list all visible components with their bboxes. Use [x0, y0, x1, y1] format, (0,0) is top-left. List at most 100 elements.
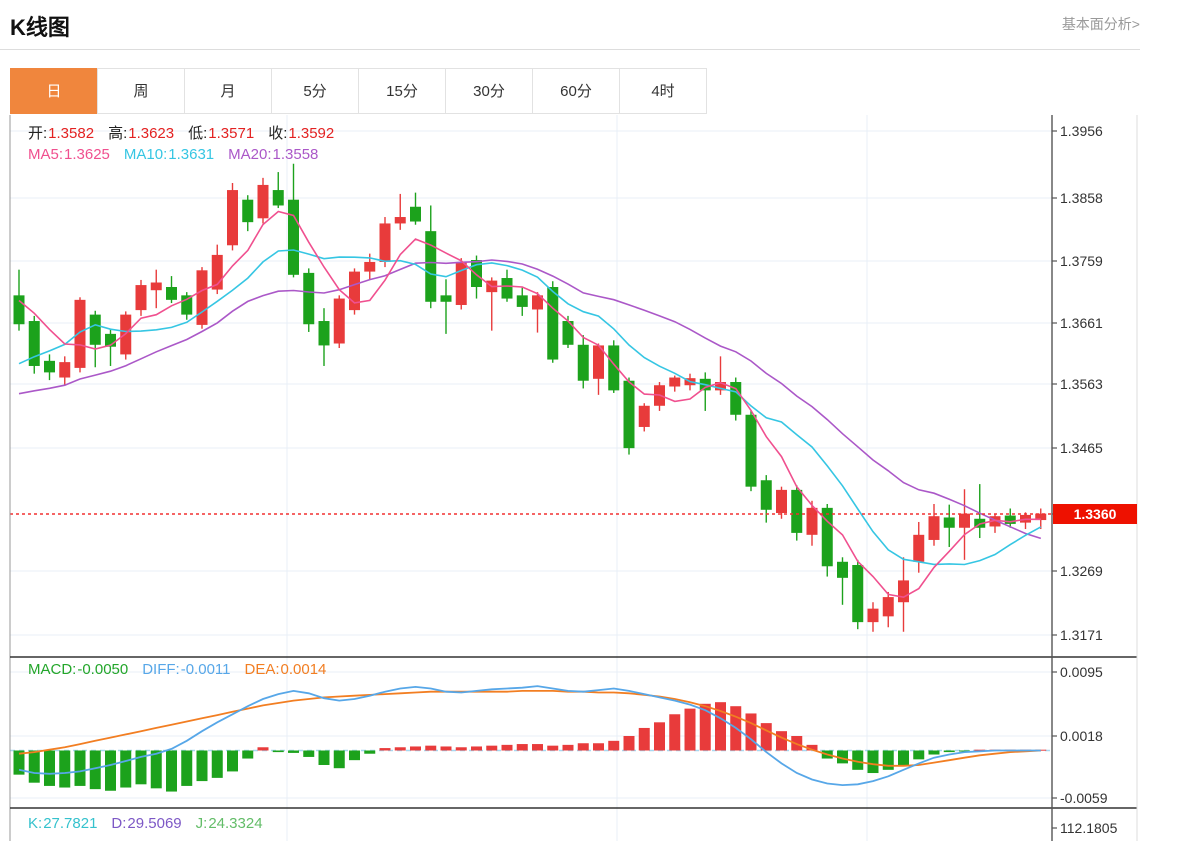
kdj-row-label-0: K:: [28, 815, 43, 832]
tab-interval-1[interactable]: 周: [97, 68, 185, 114]
candle-body[interactable]: [242, 199, 254, 223]
candle-body[interactable]: [318, 321, 330, 346]
current-price-badge: 1.3360: [1053, 504, 1137, 524]
tab-interval-5[interactable]: 30分: [445, 68, 533, 114]
macd-hist-bar: [105, 750, 116, 791]
macd-hist-bar: [562, 744, 574, 751]
candle-body[interactable]: [257, 184, 269, 219]
candle-body[interactable]: [806, 507, 818, 535]
fundamental-analysis-link[interactable]: 基本面分析>: [1061, 16, 1140, 32]
tab-interval-3[interactable]: 5分: [271, 68, 359, 114]
candle-body[interactable]: [882, 597, 894, 617]
candle-body[interactable]: [288, 199, 299, 275]
candle-body[interactable]: [562, 321, 574, 345]
candle-body[interactable]: [1035, 513, 1047, 521]
candle-body[interactable]: [638, 405, 650, 427]
candle-body[interactable]: [547, 287, 559, 360]
candle-body[interactable]: [105, 333, 116, 347]
macd-hist-bar: [608, 740, 620, 751]
candle-body[interactable]: [44, 360, 55, 373]
candle-body[interactable]: [730, 382, 742, 415]
tab-interval-0[interactable]: 日: [10, 68, 98, 114]
candle-body[interactable]: [577, 344, 589, 381]
macd-hist-bar: [59, 750, 71, 788]
tab-interval-7[interactable]: 4时: [619, 68, 707, 114]
candle-body[interactable]: [623, 380, 635, 449]
candle-body[interactable]: [379, 223, 391, 262]
macd-hist-bar: [333, 750, 345, 769]
candle-body[interactable]: [943, 517, 955, 528]
macd-hist-bar: [303, 750, 315, 757]
candle-body[interactable]: [852, 564, 864, 623]
candle-body[interactable]: [410, 206, 421, 222]
ohlc-row-label-0: 开:: [28, 125, 48, 142]
candle-body[interactable]: [837, 561, 848, 578]
candle-body[interactable]: [349, 271, 360, 311]
candle-body[interactable]: [227, 190, 238, 246]
candle-body[interactable]: [74, 299, 86, 368]
candle-body[interactable]: [150, 282, 162, 291]
candle-body[interactable]: [928, 516, 940, 540]
candle-body[interactable]: [745, 414, 757, 487]
candle-body[interactable]: [516, 295, 528, 307]
candle-body[interactable]: [181, 295, 193, 315]
candle-body[interactable]: [715, 382, 726, 391]
candle-body[interactable]: [425, 231, 437, 302]
candle-body[interactable]: [776, 489, 787, 513]
candle-body[interactable]: [196, 270, 208, 325]
axis-tick-label: 1.3858: [1060, 190, 1103, 206]
ohlc-row-label-3: 收:: [268, 125, 288, 142]
candle-body[interactable]: [867, 608, 879, 623]
candle-body[interactable]: [471, 260, 482, 288]
candle-body[interactable]: [1004, 515, 1016, 524]
candle-body[interactable]: [501, 278, 513, 299]
candle-body[interactable]: [13, 295, 25, 325]
candle-body[interactable]: [959, 513, 970, 528]
candle-body[interactable]: [135, 285, 147, 311]
axis-tick-label: 1.3759: [1060, 253, 1103, 269]
macd-hist-bar: [257, 747, 269, 751]
candle-body[interactable]: [669, 377, 681, 387]
candle-body[interactable]: [532, 295, 543, 310]
macd-hist-bar: [318, 750, 330, 765]
candle-body[interactable]: [364, 261, 376, 272]
axis-tick-label: 1.3956: [1060, 123, 1103, 139]
candle-body[interactable]: [608, 345, 620, 391]
candle-body[interactable]: [394, 217, 406, 224]
macd-hist-bar: [669, 714, 681, 751]
candle-body[interactable]: [760, 480, 772, 510]
candle-body[interactable]: [913, 534, 925, 562]
interval-tabbar: 日周月 5分 15分 30分 60分 4时: [10, 68, 707, 114]
ohlc-row-label-1: 高:: [108, 125, 128, 142]
candle-body[interactable]: [59, 362, 71, 378]
candle-body[interactable]: [303, 272, 315, 325]
candle-body[interactable]: [898, 580, 909, 603]
kdj-row-value-0: 27.7821: [43, 815, 98, 832]
candle-body[interactable]: [821, 507, 833, 567]
macd-hist-bar: [913, 750, 925, 760]
macd-row-label-0: MACD:: [28, 661, 77, 678]
tab-interval-4[interactable]: 15分: [358, 68, 446, 114]
candle-body[interactable]: [455, 261, 467, 305]
candle-body[interactable]: [791, 489, 803, 533]
tab-interval-2[interactable]: 月: [184, 68, 272, 114]
macd-hist-bar: [928, 750, 940, 755]
candle-body[interactable]: [211, 254, 223, 290]
macd-hist-bar: [638, 727, 650, 751]
candle-body[interactable]: [166, 287, 177, 300]
macd-hist-bar: [28, 750, 40, 783]
macd-hist-bar: [486, 745, 498, 751]
candle-body[interactable]: [333, 298, 345, 344]
candle-body[interactable]: [28, 321, 40, 366]
macd-hist-bar: [745, 713, 757, 751]
tab-interval-6[interactable]: 60分: [532, 68, 620, 114]
candle-body[interactable]: [272, 190, 284, 206]
candle-body[interactable]: [89, 314, 101, 345]
candle-body[interactable]: [989, 516, 1001, 527]
candle-body[interactable]: [440, 295, 452, 302]
candle-body[interactable]: [593, 345, 604, 379]
macd-hist-bar: [349, 750, 360, 761]
macd-hist-bar: [974, 749, 986, 751]
